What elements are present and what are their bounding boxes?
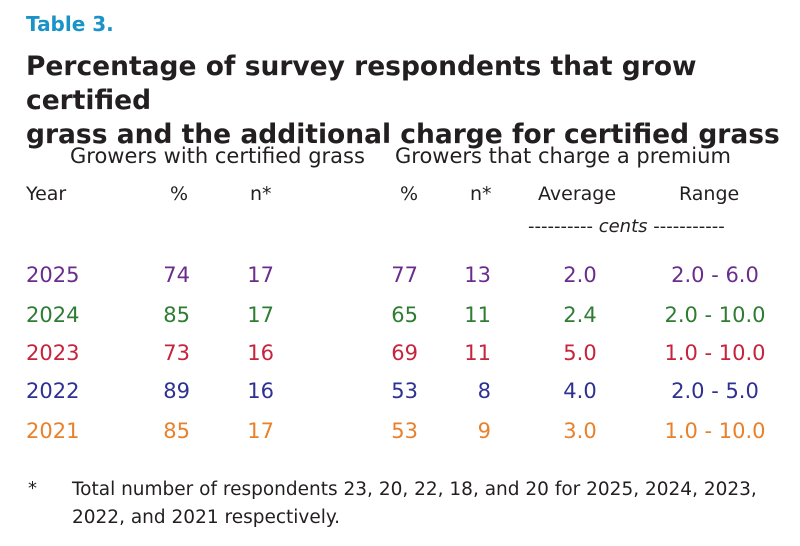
cell-range: 1.0 - 10.0 <box>664 419 766 443</box>
column-header-n-premium: n* <box>470 183 492 205</box>
cell-average: 3.0 <box>563 419 597 443</box>
table-title: Percentage of survey respondents that gr… <box>26 50 786 152</box>
unit-dashes-left: ---------- <box>528 216 593 237</box>
footnote-marker: * <box>28 478 37 499</box>
cell-range: 2.0 - 6.0 <box>671 263 759 287</box>
cell-average: 2.4 <box>563 303 597 327</box>
title-line-2: grass and the additional charge for cert… <box>26 119 780 150</box>
column-header-n-certified: n* <box>250 183 272 205</box>
cell-pct2: 53 <box>391 419 418 443</box>
cell-n2: 8 <box>477 379 491 403</box>
cell-year: 2025 <box>26 263 80 287</box>
cell-pct1: 85 <box>163 303 190 327</box>
table-row: 2025 74 17 77 13 2.0 2.0 - 6.0 <box>0 263 800 293</box>
cell-pct2: 69 <box>391 341 418 365</box>
cell-pct2: 77 <box>391 263 418 287</box>
cell-n1: 17 <box>247 419 274 443</box>
cell-average: 2.0 <box>563 263 597 287</box>
table-row: 2024 85 17 65 11 2.4 2.0 - 10.0 <box>0 303 800 333</box>
cell-pct2: 53 <box>391 379 418 403</box>
cell-year: 2021 <box>26 419 80 443</box>
cell-year: 2023 <box>26 341 80 365</box>
table-label: Table 3. <box>26 12 114 36</box>
cell-average: 5.0 <box>563 341 597 365</box>
cell-n2: 11 <box>464 303 491 327</box>
cell-average: 4.0 <box>563 379 597 403</box>
cell-pct1: 89 <box>163 379 190 403</box>
group-header-certified: Growers with certified grass <box>70 144 365 168</box>
title-line-1: Percentage of survey respondents that gr… <box>26 51 697 116</box>
cell-n2: 13 <box>464 263 491 287</box>
cell-pct1: 73 <box>163 341 190 365</box>
cell-n1: 16 <box>247 341 274 365</box>
table-row: 2021 85 17 53 9 3.0 1.0 - 10.0 <box>0 419 800 449</box>
unit-label: cents <box>598 216 648 237</box>
column-header-year: Year <box>26 183 67 205</box>
cell-n2: 11 <box>464 341 491 365</box>
cell-year: 2022 <box>26 379 80 403</box>
cell-n1: 17 <box>247 263 274 287</box>
unit-dashes-right: ----------- <box>653 216 725 237</box>
table-row: 2023 73 16 69 11 5.0 1.0 - 10.0 <box>0 341 800 371</box>
cell-range: 2.0 - 5.0 <box>671 379 759 403</box>
cell-pct1: 85 <box>163 419 190 443</box>
column-header-pct-certified: % <box>169 183 188 205</box>
cell-n1: 17 <box>247 303 274 327</box>
cell-n1: 16 <box>247 379 274 403</box>
column-header-range: Range <box>679 183 740 205</box>
cell-pct1: 74 <box>163 263 190 287</box>
column-header-pct-premium: % <box>399 183 418 205</box>
cell-range: 2.0 - 10.0 <box>664 303 766 327</box>
cell-pct2: 65 <box>391 303 418 327</box>
column-header-average: Average <box>538 183 617 205</box>
table-row: 2022 89 16 53 8 4.0 2.0 - 5.0 <box>0 379 800 409</box>
group-header-premium: Growers that charge a premium <box>395 144 731 168</box>
unit-row: ---------- cents ----------- <box>528 216 725 237</box>
cell-year: 2024 <box>26 303 80 327</box>
cell-range: 1.0 - 10.0 <box>664 341 766 365</box>
footnote-text: Total number of respondents 23, 20, 22, … <box>72 479 757 528</box>
cell-n2: 9 <box>477 419 491 443</box>
